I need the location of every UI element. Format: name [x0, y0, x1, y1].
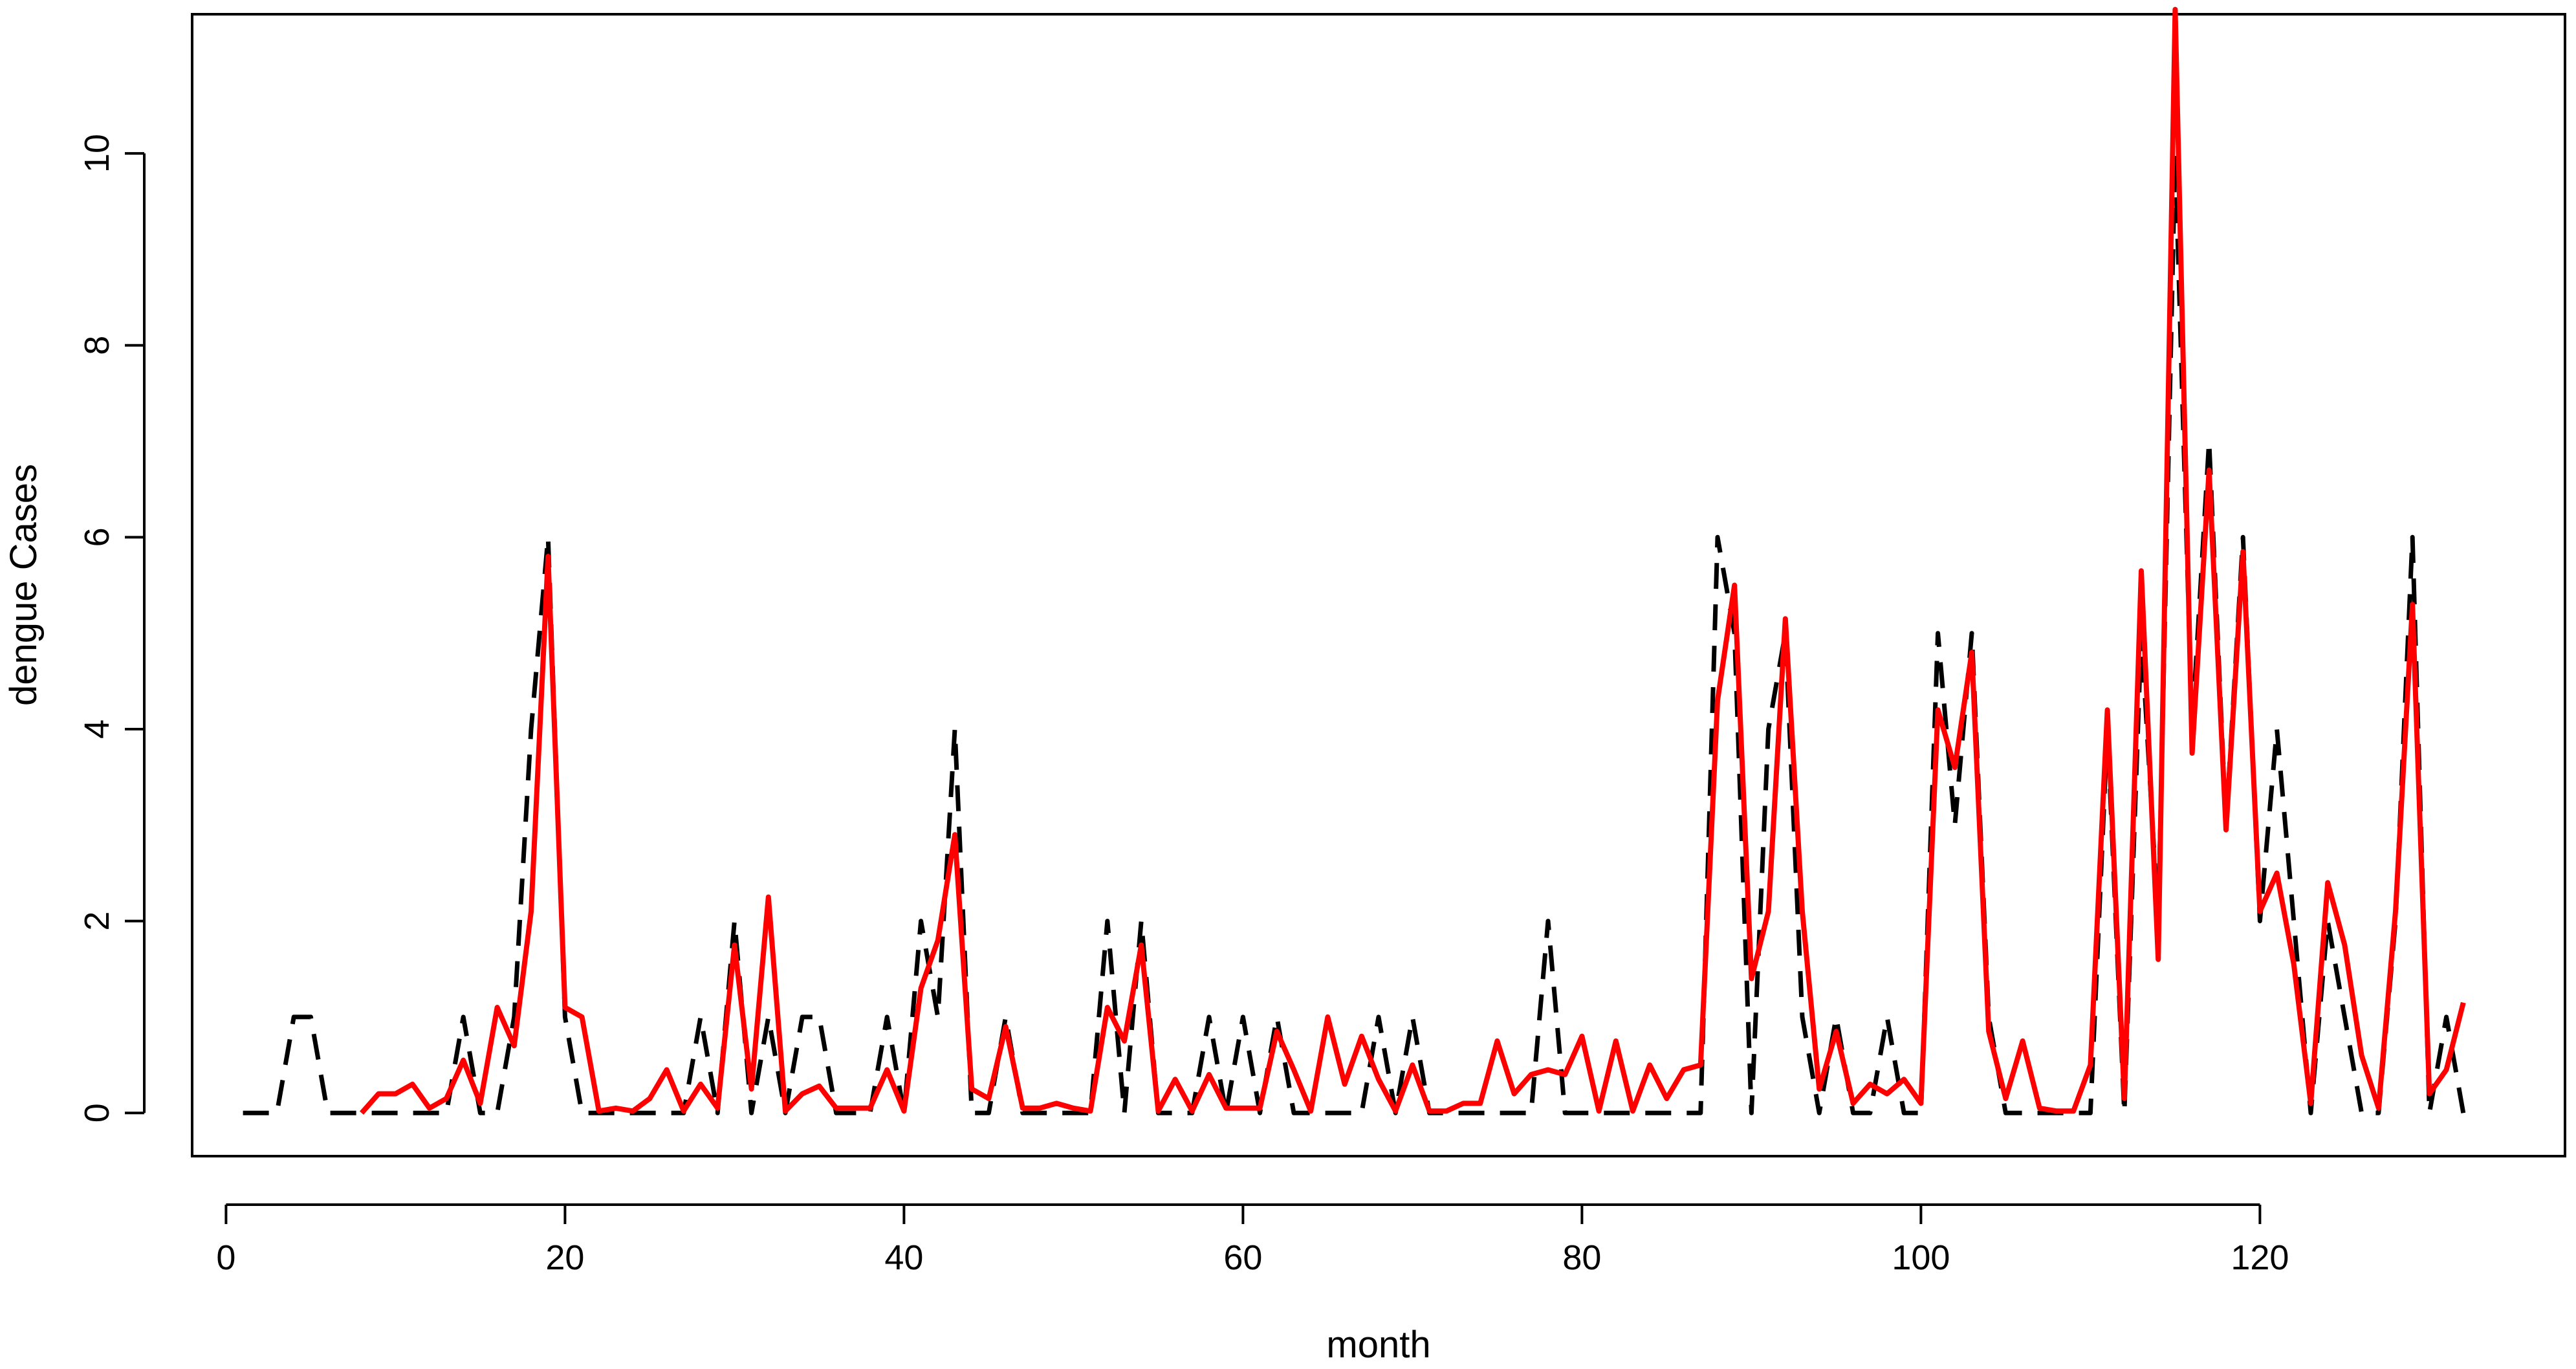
x-axis: 0 20 40 60 80 100 120 — [216, 1203, 2289, 1277]
x-tick-label: 20 — [545, 1238, 584, 1277]
y-tick-label: 4 — [78, 719, 116, 739]
y-tick-label: 2 — [78, 912, 116, 931]
x-tick-label: 0 — [216, 1238, 235, 1277]
x-tick-label: 120 — [2231, 1238, 2289, 1277]
x-tick-label: 60 — [1223, 1238, 1262, 1277]
x-axis-label: month — [1326, 1324, 1430, 1366]
y-tick-label: 0 — [78, 1103, 116, 1123]
y-tick-label: 10 — [78, 134, 116, 173]
y-tick-label: 8 — [78, 336, 116, 355]
y-tick-label: 6 — [78, 527, 116, 547]
x-tick-label: 100 — [1892, 1238, 1950, 1277]
y-axis: 0 2 4 6 8 10 — [78, 134, 146, 1123]
series-line-dashed — [243, 151, 2466, 1115]
x-tick-label: 40 — [884, 1238, 923, 1277]
series-layer — [243, 6, 2466, 1115]
y-axis-label: dengue Cases — [3, 464, 45, 706]
plot-frame — [191, 13, 2566, 1157]
x-tick-label: 80 — [1562, 1238, 1601, 1277]
series-line-solid — [360, 6, 2466, 1115]
